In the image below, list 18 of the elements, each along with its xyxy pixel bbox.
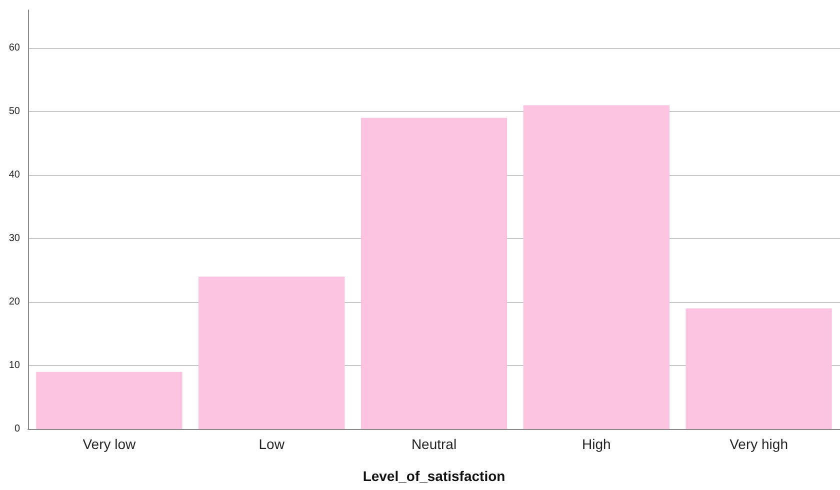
bar [360,118,508,429]
y-tick-label: 10 [8,360,20,372]
y-tick-label: 0 [14,424,20,434]
bar [523,105,670,429]
bar [198,276,345,429]
bar [686,308,832,429]
y-tick-label: 60 [8,42,20,54]
bar [36,372,182,429]
y-tick-label: 50 [8,106,20,118]
x-tick-label: Low [258,436,286,452]
x-axis-title: Level_of_satisfaction [362,468,506,484]
x-tick-label: Very low [82,436,137,452]
x-tick-label: Very high [730,436,788,452]
y-tick-label: 20 [8,296,20,308]
y-tick-label: 40 [8,170,20,181]
x-tick-label: Neutral [411,436,457,452]
x-tick-label: High [582,436,611,452]
y-tick-label: 30 [8,233,20,244]
